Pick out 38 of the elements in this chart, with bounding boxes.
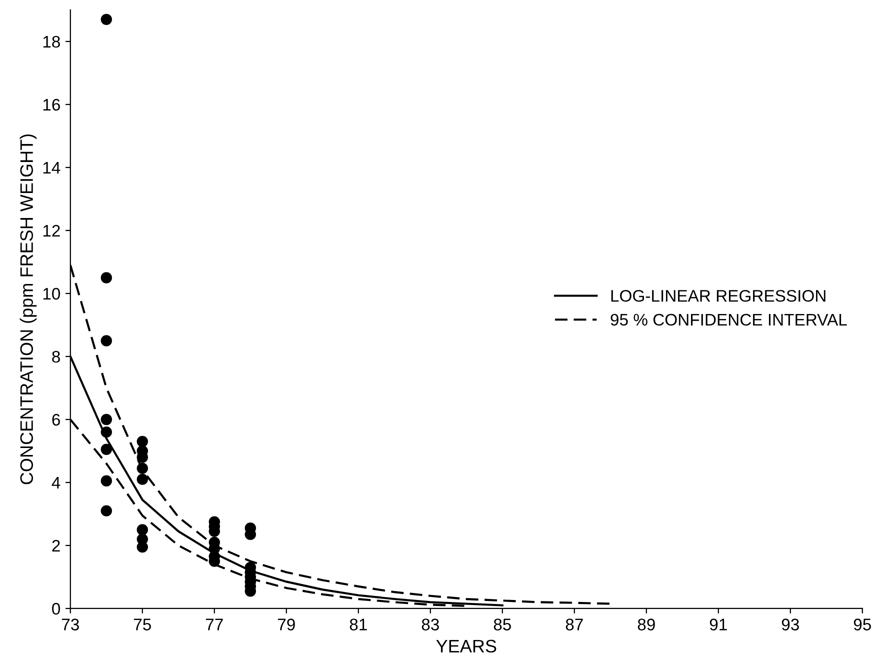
y-tick-label: 12 bbox=[43, 224, 60, 237]
y-tick-label: 16 bbox=[43, 98, 60, 111]
x-tick-label: 83 bbox=[422, 618, 439, 630]
y-tick-label: 14 bbox=[43, 162, 60, 174]
x-tick-label: 81 bbox=[350, 618, 367, 630]
point bbox=[136, 474, 148, 485]
legend-label: LOG-LINEAR REGRESSION bbox=[611, 290, 826, 302]
y-tick-label: 2 bbox=[52, 540, 60, 552]
y-tick-label: 6 bbox=[52, 414, 60, 426]
point bbox=[100, 444, 112, 456]
x-tick-label: 79 bbox=[278, 618, 295, 630]
legend-label: 95 % CONFIDENCE INTERVAL bbox=[610, 314, 847, 326]
x-tick-label: 91 bbox=[710, 618, 727, 630]
point bbox=[100, 414, 112, 426]
x-tick-label: 93 bbox=[782, 618, 799, 630]
point bbox=[100, 335, 112, 346]
y-axis-title: CONCENTRATION (ppm FRESH WEIGHT) bbox=[20, 134, 37, 484]
x-tick-label: 75 bbox=[134, 618, 151, 630]
point bbox=[100, 475, 112, 487]
x-tick-label: 95 bbox=[854, 618, 871, 630]
point bbox=[100, 272, 112, 284]
x-tick-label: 77 bbox=[206, 618, 223, 630]
x-tick-label: 73 bbox=[62, 618, 79, 630]
x-tick-label: 89 bbox=[638, 618, 655, 630]
x-tick-label: 87 bbox=[566, 618, 583, 630]
point bbox=[136, 524, 148, 536]
point bbox=[136, 436, 148, 448]
point bbox=[100, 14, 112, 26]
y-tick-label: 8 bbox=[52, 350, 60, 363]
point bbox=[100, 505, 112, 516]
y-tick-label: 0 bbox=[52, 602, 60, 615]
point bbox=[136, 462, 148, 474]
y-tick-label: 10 bbox=[43, 288, 60, 300]
x-tick-label: 85 bbox=[494, 618, 511, 630]
point bbox=[100, 426, 112, 438]
y-tick-label: 4 bbox=[52, 477, 60, 489]
x-axis-title: YEARS bbox=[436, 640, 496, 653]
y-tick-label: 18 bbox=[43, 36, 60, 48]
